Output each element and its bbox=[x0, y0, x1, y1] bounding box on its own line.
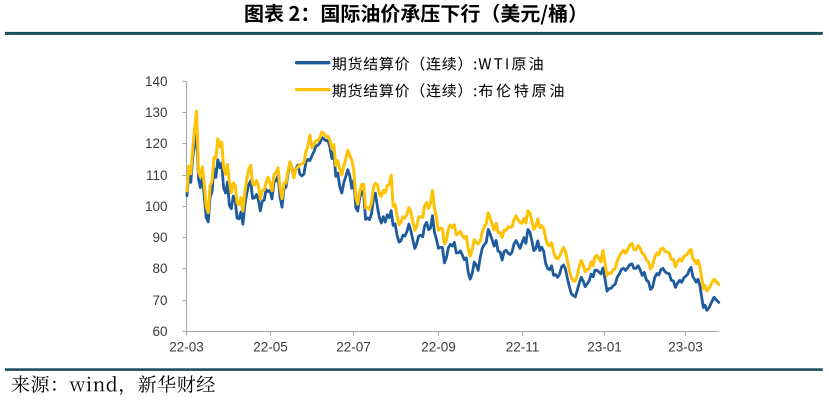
svg-text:22-05: 22-05 bbox=[253, 339, 288, 354]
svg-text:100: 100 bbox=[145, 199, 168, 214]
svg-text:140: 140 bbox=[145, 74, 168, 89]
svg-text:90: 90 bbox=[152, 230, 167, 245]
svg-text:120: 120 bbox=[145, 136, 168, 151]
svg-text:23-01: 23-01 bbox=[587, 339, 622, 354]
svg-text:22-11: 22-11 bbox=[506, 339, 540, 354]
svg-text:22-07: 22-07 bbox=[336, 339, 371, 354]
svg-text:110: 110 bbox=[146, 168, 168, 183]
svg-text:23-03: 23-03 bbox=[668, 339, 703, 354]
svg-text:80: 80 bbox=[152, 261, 167, 276]
svg-text:22-09: 22-09 bbox=[421, 339, 456, 354]
svg-text:22-03: 22-03 bbox=[169, 339, 204, 354]
svg-text:130: 130 bbox=[145, 105, 168, 120]
svg-text:60: 60 bbox=[152, 324, 167, 339]
svg-text:70: 70 bbox=[152, 293, 167, 308]
